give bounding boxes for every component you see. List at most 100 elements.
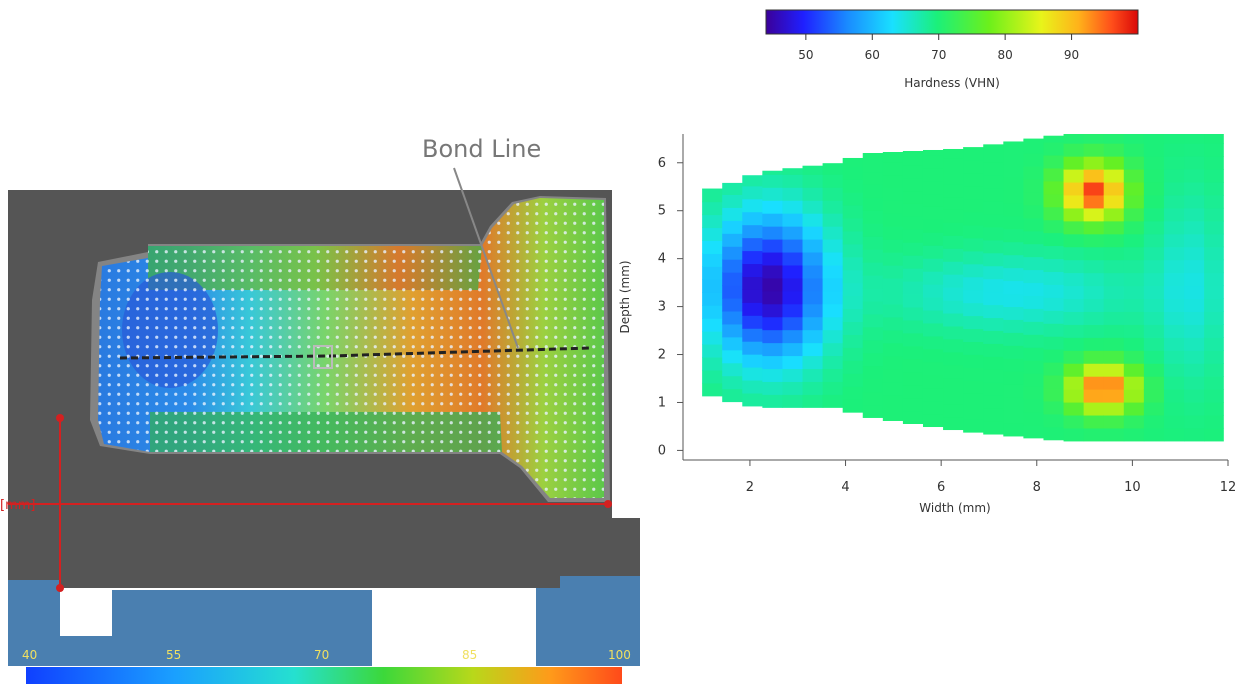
heatmap-cell [842, 157, 864, 167]
heatmap-cell [1204, 143, 1224, 157]
heatmap-cell [822, 174, 844, 188]
heatmap-cell [1083, 285, 1105, 300]
scale-handle-bottom[interactable] [56, 584, 64, 592]
scale-handle-top[interactable] [56, 414, 64, 422]
heatmap-cell [1204, 272, 1224, 287]
heatmap-cell [1003, 293, 1024, 308]
heatmap-cell [702, 188, 723, 190]
heatmap-cell [822, 329, 844, 344]
heatmap-cell [983, 162, 1004, 176]
heatmap-cell [842, 230, 864, 245]
heatmap-cell [922, 149, 944, 156]
heatmap-cell [1163, 246, 1185, 261]
bond-line-callout-arrow [453, 167, 519, 349]
heatmap-cell [943, 248, 964, 262]
heatmap-cell [1003, 306, 1024, 320]
heatmap-cell [983, 382, 1004, 396]
heatmap-cell [702, 214, 723, 229]
heatmap-cell [1143, 350, 1165, 364]
heatmap-cell [983, 200, 1004, 215]
heatmap-cell [983, 304, 1004, 319]
heatmap-cell [782, 342, 804, 357]
heatmap-cell [1063, 285, 1085, 300]
heatmap-cell [702, 266, 723, 280]
heatmap-cell [802, 213, 824, 227]
heatmap-cell [782, 264, 804, 279]
heatmap-cell [802, 355, 824, 370]
heatmap-cell [902, 151, 924, 166]
heatmap-cell [762, 355, 784, 370]
heatmap-cell [1103, 401, 1125, 416]
left-colorbar-ramp [26, 667, 622, 684]
heatmap-cell [862, 236, 884, 250]
heatmap-cell [842, 179, 864, 193]
heatmap-cell [742, 366, 763, 381]
heatmap-cell [822, 264, 844, 279]
heatmap-cell [822, 290, 844, 305]
y-tick-label: 0 [658, 443, 666, 458]
heatmap-cell [1204, 414, 1224, 429]
heatmap-cell [1204, 285, 1224, 300]
heatmap-cell [842, 373, 864, 387]
heatmap-cell [1023, 217, 1045, 232]
heatmap-cell [1083, 220, 1105, 235]
heatmap-cell [862, 210, 884, 224]
heatmap-cell [702, 318, 723, 332]
heatmap-cell [1184, 427, 1205, 442]
scale-handle-right[interactable] [604, 500, 612, 508]
heatmap-cell [902, 358, 924, 373]
colorbar-tick-label: 80 [998, 48, 1013, 62]
heatmap-cell [1163, 134, 1185, 144]
heatmap-cell [1103, 272, 1125, 287]
y-tick-label: 2 [658, 348, 666, 363]
heatmap-cell [1083, 207, 1105, 222]
heatmap-cell [1063, 259, 1085, 274]
heatmap-cell [943, 364, 964, 379]
heatmap-cell [742, 263, 763, 277]
heatmap-cell [1103, 324, 1125, 338]
heatmap-cell [1063, 143, 1085, 157]
colorbar-ramp [765, 9, 1139, 35]
heatmap-cell [1043, 413, 1065, 428]
heatmap-cell [1204, 298, 1224, 312]
heatmap-cell [882, 277, 904, 292]
heatmap-cell [1083, 311, 1105, 325]
heatmap-cell [1003, 164, 1024, 178]
heatmap-cell [782, 290, 804, 305]
heatmap-cell [1143, 220, 1165, 235]
colorbar-tick-label: 60 [865, 48, 880, 62]
heatmap-cell [1063, 181, 1085, 196]
heatmap-cell [882, 407, 904, 421]
heatmap-cell [1023, 191, 1045, 206]
heatmap-cell [1204, 427, 1224, 442]
heatmap-cell [722, 297, 743, 312]
y-tick-label: 3 [658, 300, 666, 315]
heatmap-cell [902, 229, 924, 243]
bond-line-marker [313, 345, 333, 369]
heatmap-cell [742, 211, 763, 226]
heatmap-cell [1023, 398, 1045, 413]
heatmap-cell [1063, 233, 1085, 248]
heatmap-cell [742, 185, 763, 200]
heatmap-cell [1143, 156, 1165, 170]
heatmap-cell [1184, 156, 1205, 170]
heatmap-cell [1063, 156, 1085, 170]
heatmap-cell [1103, 181, 1125, 196]
heatmap-cell [722, 246, 743, 260]
heatmap-cell [742, 341, 763, 355]
heatmap-cell [943, 312, 964, 327]
heatmap-cell [1023, 282, 1045, 296]
heatmap-cell [1184, 414, 1205, 429]
heatmap-cell [963, 263, 984, 278]
heatmap-cell [1204, 220, 1224, 235]
heatmap-cell [983, 395, 1004, 409]
heatmap-cell [1043, 193, 1065, 208]
heatmap-cell [842, 282, 864, 297]
heatmap-cell [963, 354, 984, 368]
heatmap-cell [983, 239, 1004, 254]
heatmap-cell [983, 226, 1004, 241]
heatmap-cell [1083, 246, 1105, 261]
heatmap-cell [722, 194, 743, 208]
heatmap-cell [963, 367, 984, 381]
